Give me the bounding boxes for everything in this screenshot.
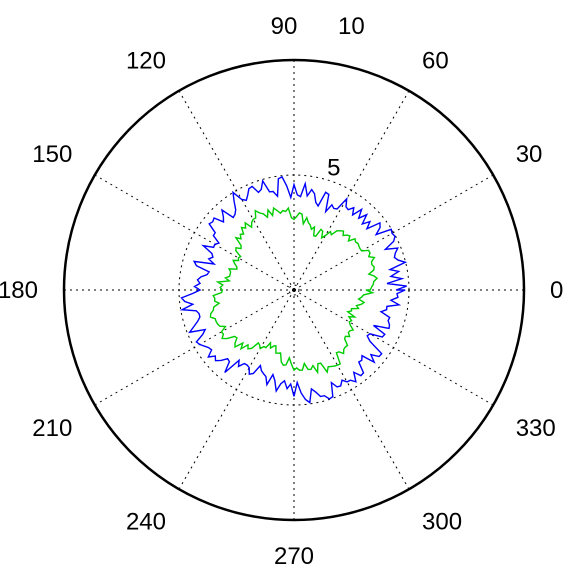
polar-chart: 5 0 30 60 90 120 150 180 210 240 270 300 330 10	[0, 0, 588, 580]
angle-label-120: 120	[126, 47, 166, 74]
angle-label-150: 150	[32, 141, 72, 168]
angle-label-180: 180	[0, 277, 38, 304]
angle-labels: 0 30 60 90 120 150 180 210 240 270 300 330	[0, 13, 563, 570]
angle-label-0: 0	[550, 277, 563, 304]
angle-label-30: 30	[516, 141, 543, 168]
angle-label-240: 240	[126, 509, 166, 536]
angle-label-330: 330	[516, 415, 556, 442]
angle-label-90: 90	[271, 13, 298, 40]
radial-grid-label: 5	[327, 155, 340, 182]
angle-label-300: 300	[422, 509, 462, 536]
angle-label-270: 270	[274, 543, 314, 570]
angle-spokes	[64, 60, 524, 520]
angle-label-210: 210	[32, 415, 72, 442]
angle-label-60: 60	[422, 47, 449, 74]
extra-top-label: 10	[338, 13, 365, 40]
